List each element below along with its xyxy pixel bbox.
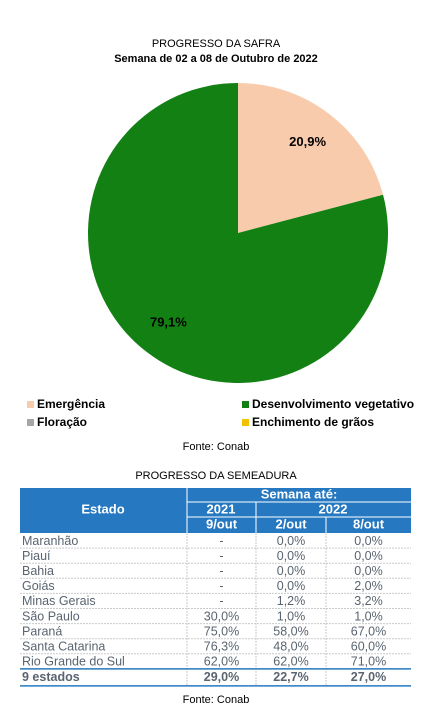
header-cell: Semana até: — [261, 486, 338, 501]
table-cell: 3,2% — [354, 594, 383, 608]
table-cell: 0,0% — [277, 534, 306, 548]
table-cell: - — [219, 579, 223, 593]
table-cell: São Paulo — [22, 609, 80, 623]
table-cell: - — [219, 564, 223, 578]
table-header — [20, 488, 411, 533]
table-cell: 76,3% — [204, 640, 239, 654]
pie-slice — [238, 83, 384, 233]
table-cell: Rio Grande do Sul — [22, 655, 125, 669]
table-cell: 71,0% — [351, 655, 386, 669]
table-cell: Santa Catarina — [22, 640, 105, 654]
header-cell: 2021 — [207, 501, 236, 516]
table-cell: 62,0% — [204, 655, 239, 669]
table-cell: Paraná — [22, 624, 62, 638]
table-cell: Minas Gerais — [22, 594, 96, 608]
table-cell: 67,0% — [351, 624, 386, 638]
table-cell: 48,0% — [273, 640, 308, 654]
table-cell: 0,0% — [354, 534, 383, 548]
data-label: 20,9% — [289, 134, 326, 149]
table-cell: 1,0% — [277, 609, 306, 623]
table-title: PROGRESSO DA SEMEADURA — [135, 470, 297, 482]
table-cell: 0,0% — [354, 564, 383, 578]
data-label: 79,1% — [150, 315, 187, 330]
header-cell: 9/out — [206, 516, 238, 531]
chart-title: PROGRESSO DA SAFRA — [152, 38, 281, 50]
total-cell: 9 estados — [22, 670, 80, 684]
header-cell: Estado — [81, 501, 124, 516]
table-cell: 60,0% — [351, 640, 386, 654]
table-cell: Maranhão — [22, 534, 78, 548]
table-cell: 75,0% — [204, 624, 239, 638]
legend-swatch — [27, 419, 34, 426]
table-cell: Goiás — [22, 579, 55, 593]
table-cell: Piauí — [22, 549, 51, 563]
header-cell: 2022 — [319, 501, 348, 516]
total-cell: 29,0% — [204, 670, 239, 684]
source: Fonte: Conab — [183, 694, 250, 706]
table-cell: 58,0% — [273, 624, 308, 638]
header-cell: 8/out — [353, 516, 385, 531]
chart-subtitle: Semana de 02 a 08 de Outubro de 2022 — [114, 53, 318, 65]
legend-swatch — [242, 419, 249, 426]
legend-label: Emergência — [37, 397, 105, 411]
table-cell: - — [219, 549, 223, 563]
pie-slice — [88, 83, 388, 383]
table-cell: 0,0% — [277, 549, 306, 563]
table-cell: 30,0% — [204, 609, 239, 623]
table-cell: - — [219, 594, 223, 608]
source: Fonte: Conab — [183, 441, 250, 453]
table-cell: Bahia — [22, 564, 54, 578]
legend-swatch — [27, 401, 34, 408]
table-cell: 62,0% — [273, 655, 308, 669]
table-cell: 0,0% — [354, 549, 383, 563]
table-cell: 2,0% — [354, 579, 383, 593]
legend-label: Desenvolvimento vegetativo — [252, 397, 414, 411]
total-cell: 22,7% — [273, 670, 308, 684]
legend-label: Enchimento de grãos — [252, 415, 374, 429]
header-cell: 2/out — [275, 516, 307, 531]
total-cell: 27,0% — [351, 670, 386, 684]
table-cell: - — [219, 534, 223, 548]
table-cell: 0,0% — [277, 579, 306, 593]
table-cell: 0,0% — [277, 564, 306, 578]
table-cell: 1,0% — [354, 609, 383, 623]
legend-label: Floração — [37, 415, 87, 429]
legend-swatch — [242, 401, 249, 408]
table-cell: 1,2% — [277, 594, 306, 608]
